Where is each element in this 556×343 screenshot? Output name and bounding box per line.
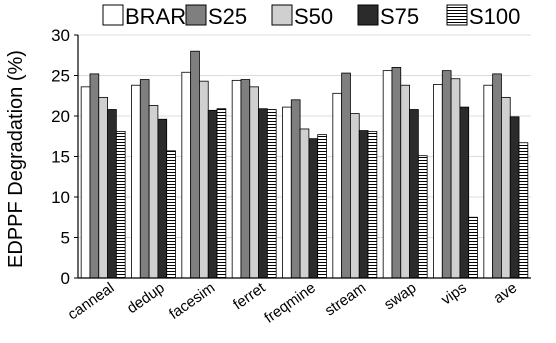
x-tick-label: swap xyxy=(381,279,419,313)
bar-s100-ferret xyxy=(266,109,277,279)
bar-s100-facesim xyxy=(216,108,227,279)
bar-s25-ave xyxy=(492,73,502,279)
bar-brar-stream xyxy=(332,92,343,279)
bar-s100-dedup xyxy=(166,150,176,279)
bar-s25-stream xyxy=(341,72,351,279)
bar-s50-freqmine xyxy=(299,128,310,279)
y-tick-label: 5 xyxy=(61,229,70,248)
legend: BRAR S25 S50 S75 S100 xyxy=(102,4,520,29)
legend-swatch-s25 xyxy=(185,4,207,26)
legend-swatch-s75 xyxy=(357,4,379,26)
x-tick-label: ave xyxy=(491,279,521,307)
bar-s100-ave xyxy=(518,142,529,279)
y-tick-label: 0 xyxy=(61,269,70,288)
x-tick-label: facesim xyxy=(166,279,218,323)
legend-swatch-s50 xyxy=(271,4,293,26)
bar-s25-swap xyxy=(391,67,402,279)
bar-s75-canneal xyxy=(107,109,117,279)
bar-s75-dedup xyxy=(157,118,168,279)
x-tick-label: freqmine xyxy=(261,279,319,326)
bar-s100-canneal xyxy=(115,130,126,279)
bar-brar-facesim xyxy=(181,71,192,279)
y-tick-label: 30 xyxy=(51,26,70,45)
bar-s75-swap xyxy=(409,109,419,279)
bar-s50-ave xyxy=(501,96,511,279)
legend-label-s25: S25 xyxy=(208,4,247,29)
y-tick-label: 20 xyxy=(51,107,70,126)
x-tick-label: ferret xyxy=(230,279,269,313)
bar-s50-vips xyxy=(450,78,461,279)
bar-brar-swap xyxy=(382,70,393,279)
bar-s25-vips xyxy=(441,70,452,279)
bar-s25-ferret xyxy=(240,79,251,279)
bar-s50-stream xyxy=(350,113,360,279)
bars xyxy=(80,50,529,279)
bar-s50-swap xyxy=(400,84,410,279)
bar-s75-facesim xyxy=(207,109,218,279)
x-tick-label: dedup xyxy=(124,279,168,317)
legend-swatch-brar xyxy=(102,4,124,26)
bar-s50-ferret xyxy=(249,86,259,279)
bar-s100-vips xyxy=(468,216,478,279)
bar-s50-facesim xyxy=(199,80,209,279)
legend-swatch-s100 xyxy=(446,4,468,26)
bar-s100-freqmine xyxy=(317,134,327,279)
y-tick-labels: 0 5 10 15 20 25 30 xyxy=(51,26,78,288)
bar-s25-dedup xyxy=(139,79,150,279)
bar-s100-swap xyxy=(417,155,428,279)
legend-label-s75: S75 xyxy=(380,4,419,29)
y-tick-label: 25 xyxy=(51,67,70,86)
bar-brar-ave xyxy=(483,84,494,279)
bar-brar-canneal xyxy=(80,86,91,279)
legend-label-s100: S100 xyxy=(469,4,520,29)
bar-s25-facesim xyxy=(190,50,200,279)
bar-s50-dedup xyxy=(148,105,159,279)
bar-s50-canneal xyxy=(98,96,108,279)
bar-brar-freqmine xyxy=(282,106,292,279)
x-tick-label: stream xyxy=(322,279,369,319)
bar-brar-ferret xyxy=(231,79,242,279)
legend-label-brar: BRAR xyxy=(125,4,186,29)
bar-brar-vips xyxy=(433,84,443,279)
y-tick-label: 15 xyxy=(51,148,70,167)
x-tick-label: vips xyxy=(438,279,470,308)
bar-s75-ave xyxy=(509,116,520,279)
bar-s75-stream xyxy=(358,130,369,279)
bar-s25-canneal xyxy=(89,73,100,279)
y-axis-label: EDPPF Degradation (%) xyxy=(5,50,27,268)
bar-s75-vips xyxy=(459,106,470,279)
bar-brar-dedup xyxy=(131,84,141,279)
bar-s100-stream xyxy=(367,130,378,279)
y-tick-label: 10 xyxy=(51,188,70,207)
bar-s75-freqmine xyxy=(308,138,319,279)
legend-label-s50: S50 xyxy=(294,4,333,29)
bar-s75-ferret xyxy=(258,108,268,279)
x-tick-label: canneal xyxy=(65,279,118,323)
bar-s25-freqmine xyxy=(290,99,301,279)
